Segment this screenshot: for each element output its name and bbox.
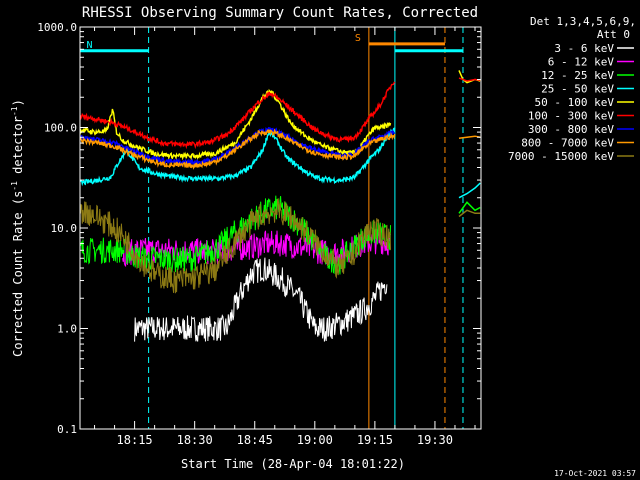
series-3-6kev [134, 257, 388, 342]
plot-area: NS [79, 27, 481, 429]
post-gap-segment-4 [458, 135, 481, 140]
y-axis-label-main: Corrected Count Rate (s [11, 191, 25, 357]
y-tick-label: 10.0 [51, 222, 78, 235]
x-tick-label: 19:00 [297, 433, 333, 447]
legend-entry-label: 300 - 800 keV [528, 123, 614, 136]
legend-header-line2: Att 0 [597, 28, 630, 41]
flag-label-N: N [87, 40, 93, 51]
x-tick-label: 18:30 [177, 433, 213, 447]
series-800-7000kev [79, 128, 396, 170]
post-gap-segment-6 [458, 209, 481, 218]
y-axis-label-sup1: -1 [10, 181, 19, 191]
series-100-300kev [79, 81, 396, 150]
x-tick-label: 18:15 [117, 433, 153, 447]
series-7000-15000kev [80, 198, 391, 294]
legend-entry-label: 800 - 7000 keV [521, 137, 614, 150]
x-tick-label: 19:15 [357, 433, 393, 447]
legend-entry-label: 3 - 6 keV [554, 42, 614, 55]
series-50-100kev [79, 88, 392, 161]
chart-title: RHESSI Observing Summary Count Rates, Co… [82, 5, 478, 21]
timestamp: 17-Oct-2021 03:57 [554, 469, 636, 478]
legend-header-line1: Det 1,3,4,5,6,9, [530, 15, 636, 28]
legend-entry-label: 7000 - 15000 keV [508, 150, 614, 163]
axes: 0.1 1.0 10.0 100.0 1000.0 18:15 18:30 18:45 19:0… [37, 21, 482, 447]
x-tick-label: 19:30 [417, 433, 453, 447]
post-gap-segment-5 [458, 201, 481, 214]
y-axis-label: Corrected Count Rate (s-1 detector-1) [10, 99, 25, 357]
y-tick-label: 1000.0 [37, 21, 77, 34]
legend-entry-label: 100 - 300 keV [528, 110, 614, 123]
y-axis-label-mid: detector [11, 116, 25, 181]
post-gap-segment-1 [458, 182, 481, 199]
y-axis-label-sup2: -1 [10, 106, 19, 116]
flag-label-S: S [355, 33, 361, 44]
series-25-50kev [80, 127, 396, 187]
legend-entry-label: 6 - 12 keV [548, 56, 615, 69]
x-tick-label: 18:45 [237, 433, 273, 447]
legend-entry-label: 25 - 50 keV [541, 83, 614, 96]
y-axis-label-end: ) [11, 99, 25, 106]
legend-entry-label: 12 - 25 keV [541, 69, 614, 82]
y-tick-label: 0.1 [57, 423, 77, 436]
legend-entry-label: 50 - 100 keV [535, 96, 615, 109]
x-axis-label: Start Time (28-Apr-04 18:01:22) [181, 457, 405, 471]
y-tick-label: 100.0 [44, 122, 77, 135]
y-tick-label: 1.0 [57, 323, 77, 336]
series-300-800kev [80, 126, 396, 167]
